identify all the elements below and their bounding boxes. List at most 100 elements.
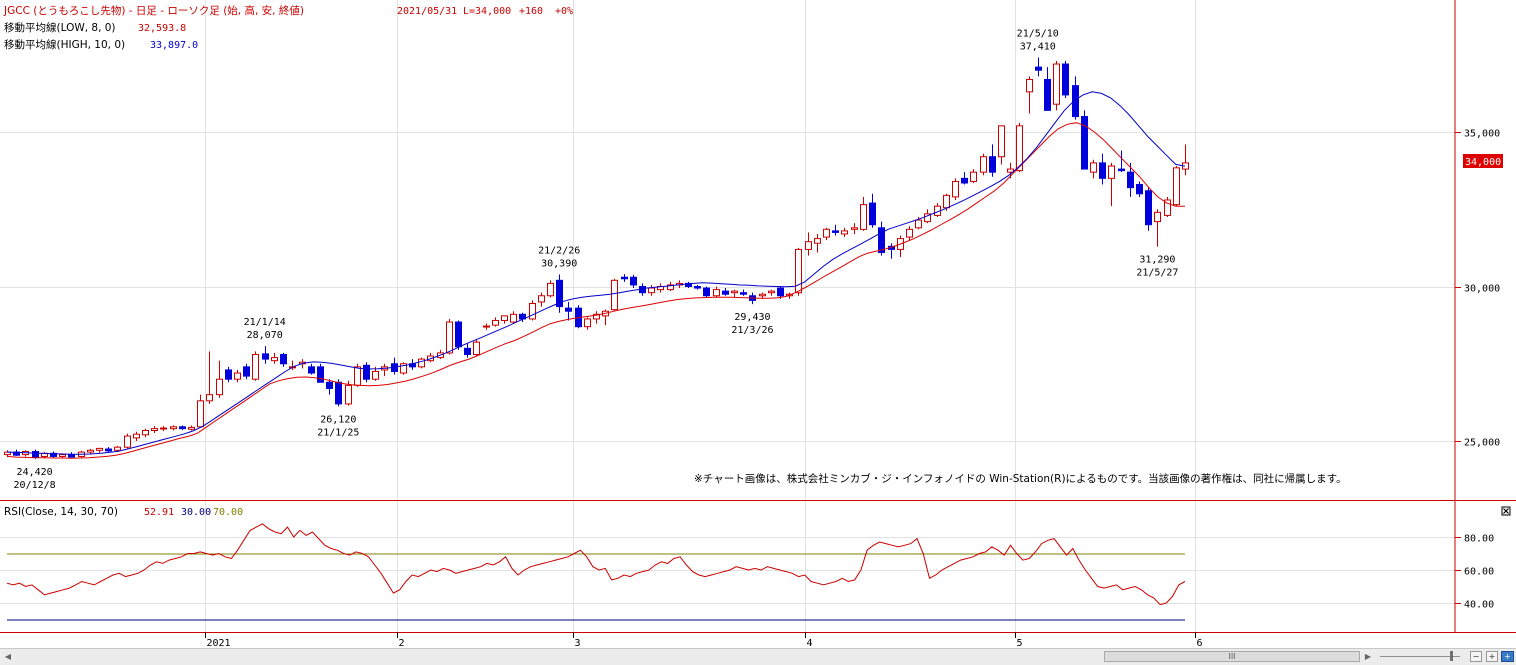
rsi-tick-label: 60.00 [1464, 567, 1494, 578]
candle-body-down [832, 230, 839, 233]
zoom-slider-track[interactable] [1380, 656, 1460, 657]
candle-body-down [989, 156, 996, 173]
candle [170, 425, 177, 431]
scroll-left-button[interactable]: ◀ [4, 652, 12, 661]
candle-body-up [795, 248, 802, 294]
candle-body-up [510, 313, 517, 323]
rsi-close-icon[interactable] [1501, 506, 1511, 516]
candle-body-down [105, 448, 112, 452]
candle [216, 360, 223, 398]
candle [492, 317, 499, 327]
zoom-in-icon[interactable]: + [1486, 651, 1498, 662]
rsi-panel: 40.00 60.00 80.00 RSI(Close, 14, 30, 70) 5… [0, 501, 1516, 633]
candle-body-up [1154, 211, 1161, 223]
candle-body-up [768, 290, 775, 294]
month-label: 6 [1197, 638, 1203, 648]
candle [1099, 153, 1106, 185]
candle-body-up [446, 321, 453, 354]
horizontal-scrollbar[interactable]: ◀ III ▶ − + + [0, 648, 1516, 665]
candle [584, 317, 591, 330]
candle-body-up [133, 433, 140, 439]
candle-body-up [529, 302, 536, 320]
candle [1062, 60, 1069, 99]
candle-body-down [961, 177, 968, 184]
month-label: 2 [399, 638, 405, 648]
candle-body-up [252, 353, 259, 380]
annotation-value: 29,430 [734, 312, 770, 323]
candle-body-up [124, 435, 131, 448]
fit-view-icon[interactable]: + [1501, 651, 1514, 662]
candle [1127, 162, 1134, 197]
candle-body-up [114, 446, 121, 451]
candle-body-down [694, 286, 701, 289]
price-annotations: 24,420 20/12/8 21/1/14 28,070 26,120 21/1/25 2… [14, 29, 1179, 491]
candle [722, 288, 729, 296]
candle [906, 226, 913, 241]
candle-body-up [814, 238, 821, 244]
candle-body-down [621, 276, 628, 280]
annotation-date: 21/5/27 [1136, 268, 1178, 279]
candle-body-down [777, 287, 784, 297]
candle [703, 286, 710, 298]
ma-high-legend-label: 移動平均線(HIGH, 10, 0) [4, 38, 125, 51]
candle-body-up [151, 428, 158, 431]
candle [970, 169, 977, 183]
candle [206, 351, 213, 404]
candle-body-up [1164, 199, 1171, 216]
candle-body-down [1127, 171, 1134, 189]
scroll-thumb[interactable]: III [1104, 651, 1360, 662]
candle [363, 362, 370, 383]
candle-body-up [851, 227, 858, 230]
candle [188, 425, 195, 431]
candle-body-down [464, 347, 471, 355]
candle [593, 311, 600, 324]
annotation-date: 21/3/26 [731, 325, 773, 336]
candle [197, 394, 204, 429]
chart-header: JGCC (とうもろこし先物) - 日足 - ローソク足 (始, 高, 安, 終… [3, 4, 573, 51]
candle-body-down [878, 227, 885, 254]
candle [142, 428, 149, 438]
candle [133, 431, 140, 441]
candle [1044, 67, 1051, 111]
candle-body-down [1081, 116, 1088, 170]
candle [446, 318, 453, 355]
candle [96, 447, 103, 453]
candle [151, 426, 158, 433]
month-label: 5 [1017, 638, 1023, 648]
rsi-legend-lower: 30.00 [181, 507, 211, 518]
candle-body-down [630, 276, 637, 286]
candle [565, 301, 572, 321]
candle [483, 323, 490, 330]
candle-body-up [400, 363, 407, 374]
candle-body-down [565, 307, 572, 312]
month-label: 2021 [207, 638, 231, 648]
candle-body-up [667, 284, 674, 291]
candle [851, 223, 858, 234]
candle-body-down [225, 369, 232, 380]
scroll-right-button[interactable]: ▶ [1364, 652, 1372, 661]
copyright-notice: ※チャート画像は、株式会社ミンカブ・ジ・インフォノイドの Win-Station… [694, 472, 1347, 485]
candle-body-up [943, 194, 950, 209]
candle-body-up [1173, 167, 1180, 206]
candle [464, 343, 471, 358]
candle [179, 425, 186, 430]
candle [105, 447, 112, 453]
candle-body-up [170, 426, 177, 430]
candle-body-up [501, 315, 508, 321]
rsi-grid [0, 501, 1455, 632]
candle-body-up [1007, 168, 1014, 173]
month-label: 4 [807, 638, 813, 648]
current-price-tag-bg [1463, 154, 1503, 168]
candle [317, 363, 324, 383]
candle [860, 196, 867, 231]
zoom-slider-knob[interactable] [1450, 651, 1453, 661]
zoom-out-icon[interactable]: − [1470, 651, 1482, 662]
candle-body-up [234, 372, 241, 380]
candle-body-up [354, 366, 361, 386]
ma-high-line [6, 91, 1186, 455]
candle-body-up [970, 171, 977, 182]
candle [124, 433, 131, 449]
candle-body-up [731, 290, 738, 294]
rsi-legend-upper: 70.00 [213, 507, 243, 518]
candle [694, 284, 701, 290]
